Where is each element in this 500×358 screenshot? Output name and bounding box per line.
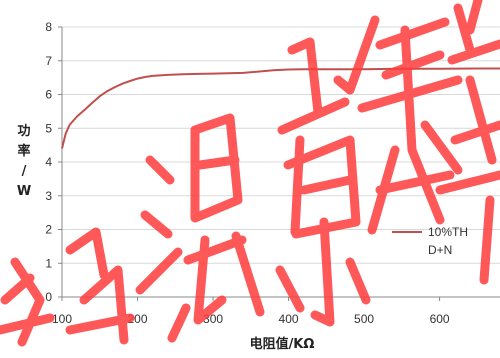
y-tick-label: 6 [45, 88, 52, 102]
watermark-stroke-1 [0, 257, 55, 347]
x-axis-title: 电阻值/KΩ [250, 336, 315, 352]
series-group [61, 67, 500, 149]
watermark [0, 0, 500, 347]
y-axis-title: 功率 / W [17, 124, 31, 199]
y-tick-label: 5 [45, 121, 52, 135]
x-tick-label: 500 [354, 312, 374, 326]
x-tick-label: 600 [430, 312, 450, 326]
x-tick-label: 400 [279, 312, 299, 326]
y-tick-label: 2 [45, 223, 52, 237]
axes [58, 26, 500, 301]
watermark-stroke-5 [333, 15, 463, 235]
y-tick-label: 4 [45, 155, 52, 169]
y-tick-label: 3 [45, 189, 52, 203]
y-tick-label: 0 [45, 290, 52, 304]
y-tick-label: 8 [45, 20, 52, 34]
legend: 10%TH D+N [392, 225, 468, 257]
legend-label-line-2: D+N [428, 243, 452, 257]
watermark-stroke-6 [435, 0, 500, 285]
y-axis-title-char: 功 [17, 124, 30, 139]
y-axis-title-char: / [22, 164, 27, 179]
y-axis-title-char: 率 [17, 143, 30, 159]
y-axis-title-char: W [17, 184, 31, 199]
series-line-0 [61, 67, 500, 149]
y-tick-label: 1 [45, 256, 52, 270]
watermark-stroke-2 [65, 227, 135, 345]
y-tick-label: 7 [45, 54, 52, 68]
legend-label-line-1: 10%TH [428, 225, 468, 239]
watermark-stroke-4 [275, 37, 371, 327]
watermark-stroke-3 [135, 113, 265, 343]
x-tick-label: 100 [52, 312, 72, 326]
